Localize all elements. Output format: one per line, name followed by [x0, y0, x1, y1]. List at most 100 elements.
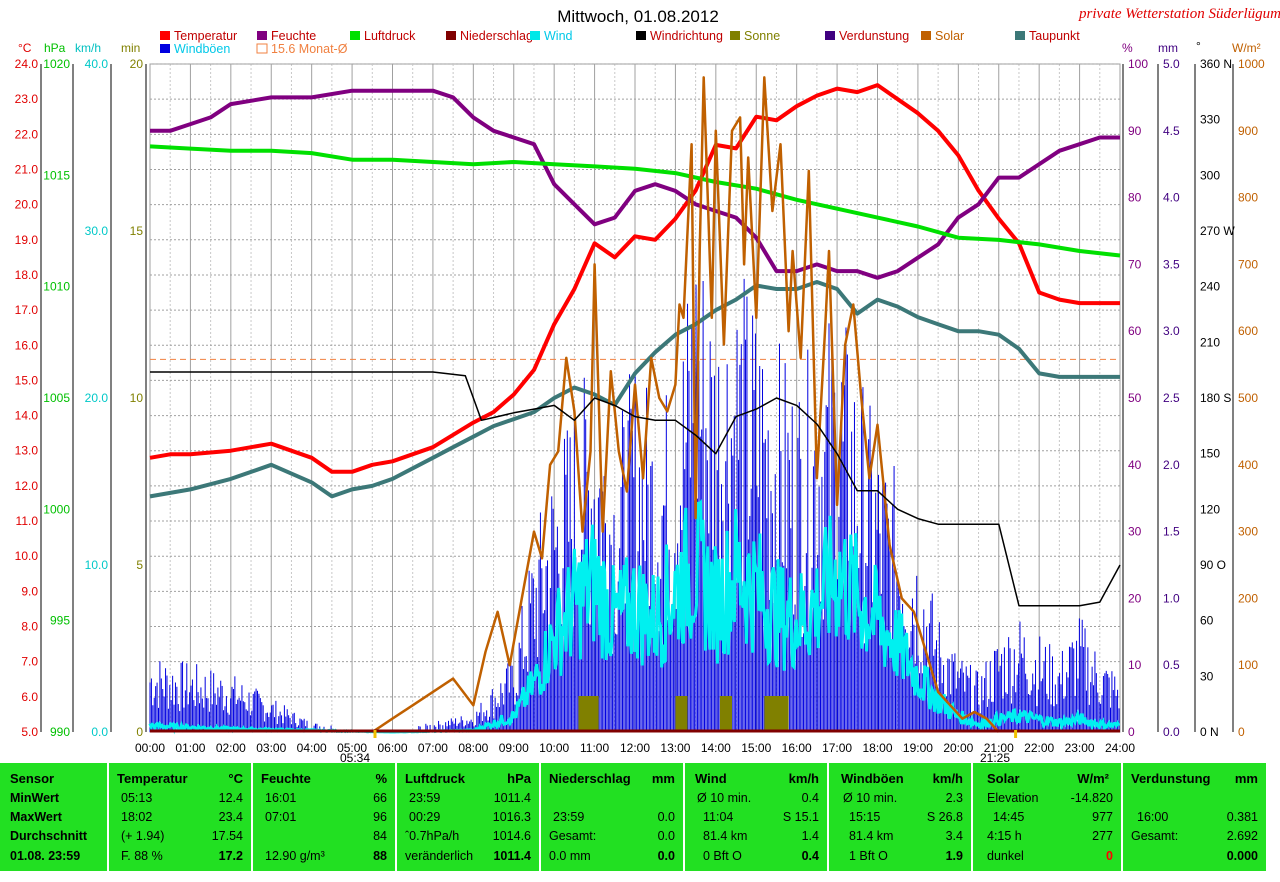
legend-swatch: [257, 31, 267, 40]
stats-cell: 05:13: [121, 791, 153, 805]
stats-row: 84: [253, 829, 395, 849]
weather-chart: 24.0 23.0 22.0 21.0 20.0 19.0 18.0 17.0 16.0 15.0…: [14, 6, 1280, 763]
chart-axes: 24.0 23.0 22.0 21.0 20.0 19.0 18.0 17.0 16.0 15.0…: [15, 57, 1265, 755]
x-tick-label: 16:00: [782, 741, 812, 755]
stats-row: 12.90 g/m³ 88: [253, 849, 395, 869]
label-max: MaxWert: [10, 810, 62, 824]
axis-tick-temp: 20.0: [15, 198, 39, 212]
stats-cell: 23:59: [553, 810, 585, 824]
stats-cell: 0.4: [801, 849, 819, 863]
stats-row: 0.0 mm 0.0: [541, 849, 683, 869]
stats-row: Niederschlag mm: [541, 771, 683, 791]
axis-tick-direction: 120: [1200, 502, 1220, 516]
x-tick-label: 20:00: [943, 741, 973, 755]
chart-title: Mittwoch, 01.08.2012: [557, 7, 719, 26]
axis-tick-wind: 40.0: [85, 57, 109, 71]
x-tick-label: 23:00: [1065, 741, 1095, 755]
stats-cell: Gesamt:: [549, 829, 597, 843]
stats-cell: 12.4: [218, 791, 243, 805]
stats-cell: 1016.3: [492, 810, 531, 824]
stats-cell: Ø 10 min.: [843, 791, 898, 805]
stats-row: Sensor: [0, 771, 107, 791]
legend-label: Windböen: [174, 42, 230, 56]
sun-block: [578, 696, 599, 732]
stats-row: Durchschnitt: [0, 829, 107, 849]
axis-tick-humidity: 30: [1128, 525, 1142, 539]
stats-cell: 84: [373, 829, 387, 843]
unit-temp: °C: [18, 41, 32, 55]
unit-kmh: km/h: [75, 41, 101, 55]
stats-cell: 16:00: [1137, 810, 1169, 824]
axis-tick-direction: 210: [1200, 335, 1220, 349]
axis-tick-pressure: 995: [50, 614, 70, 628]
unit-min: min: [121, 41, 140, 55]
stats-cell: Elevation: [987, 791, 1039, 805]
axis-tick-temp: 18.0: [15, 268, 39, 282]
x-tick-label: 03:00: [256, 741, 286, 755]
x-tick-label: 17:00: [822, 741, 852, 755]
axis-tick-sun_min: 10: [130, 391, 144, 405]
stats-cell: 0.4: [801, 791, 819, 805]
axis-tick-temp: 24.0: [15, 57, 39, 71]
x-tick-label: 12:00: [620, 741, 650, 755]
axis-tick-solar: 100: [1238, 658, 1258, 672]
axis-tick-temp: 16.0: [15, 338, 39, 352]
stats-row: 15:15 S 26.8: [829, 810, 971, 830]
axis-tick-temp: 5.0: [21, 725, 38, 739]
stats-cell: Temperatur: [117, 771, 188, 786]
stats-cell: 3.4: [945, 829, 963, 843]
stats-cell: 0.000: [1226, 849, 1258, 863]
stats-cell: 2.3: [945, 791, 963, 805]
axis-tick-sun_min: 15: [130, 224, 144, 238]
stats-row: 4:15 h 277: [973, 829, 1121, 849]
axis-tick-solar: 300: [1238, 525, 1258, 539]
stats-cell: ˆ0.7hPa/h: [405, 829, 460, 843]
stats-cell: 66: [373, 791, 387, 805]
axis-tick-sun_min: 5: [136, 558, 143, 572]
x-tick-label: 21:00: [984, 741, 1014, 755]
axis-tick-humidity: 100: [1128, 57, 1148, 71]
axis-tick-direction: 330: [1200, 113, 1220, 127]
stats-cell: 17.2: [218, 849, 243, 863]
stats-row: 1 Bft O 1.9: [829, 849, 971, 869]
stats-row: 18:02 23.4: [109, 810, 251, 830]
stats-cell: F. 88 %: [121, 849, 163, 863]
x-tick-label: 05:00: [337, 741, 367, 755]
stats-row: Ø 10 min. 0.4: [685, 791, 827, 811]
stats-cell: 0 Bft O: [703, 849, 742, 863]
legend-label: Temperatur: [174, 29, 237, 43]
stats-cell: 1014.6: [492, 829, 531, 843]
stats-row: Wind km/h: [685, 771, 827, 791]
legend-swatch: [160, 44, 170, 53]
axis-tick-direction: 240: [1200, 280, 1220, 294]
stats-cell: 12.90 g/m³: [265, 849, 325, 863]
unit-hpa: hPa: [44, 41, 66, 55]
chart-legend: Temperatur Feuchte Luftdruck Niederschlag Wi…: [160, 29, 1080, 56]
stats-cell: 4:15 h: [987, 829, 1022, 843]
axis-tick-direction: 360 N: [1200, 57, 1232, 71]
stats-row: Ø 10 min. 2.3: [829, 791, 971, 811]
unit-wm2: W/m²: [1232, 41, 1261, 55]
stats-cell: Feuchte: [261, 771, 311, 786]
axis-tick-temp: 22.0: [15, 127, 39, 141]
axis-tick-rain_mm: 5.0: [1163, 57, 1180, 71]
axis-tick-wind: 30.0: [85, 224, 109, 238]
stats-row: [541, 791, 683, 811]
axis-tick-rain_mm: 3.0: [1163, 324, 1180, 338]
stats-row: MinWert: [0, 791, 107, 811]
panel-sensor: Sensor MinWert MaxWert Durchschnitt 01.0…: [0, 763, 108, 871]
panel-humidity: Feuchte% 16:01 66 07:01 96 84 12.90 g/m³ 88: [253, 763, 396, 871]
stats-cell: km/h: [788, 771, 819, 786]
panel-temperature: Temperatur °C 05:13 12.4 18:02 23.4 (+ 1.94…: [109, 763, 252, 871]
sunrise-label: 05:34: [340, 751, 370, 763]
stats-cell: 18:02: [121, 810, 153, 824]
stats-row: veränderlich 1011.4: [397, 849, 539, 869]
axis-tick-humidity: 40: [1128, 458, 1142, 472]
stats-row: 0.000: [1123, 849, 1266, 869]
stats-cell: Luftdruck: [405, 771, 465, 786]
stats-row: (+ 1.94) 17.54: [109, 829, 251, 849]
x-tick-label: 22:00: [1024, 741, 1054, 755]
legend-label: Solar: [935, 29, 964, 43]
stats-cell: 0: [1106, 849, 1113, 863]
axis-tick-rain_mm: 0.0: [1163, 725, 1180, 739]
